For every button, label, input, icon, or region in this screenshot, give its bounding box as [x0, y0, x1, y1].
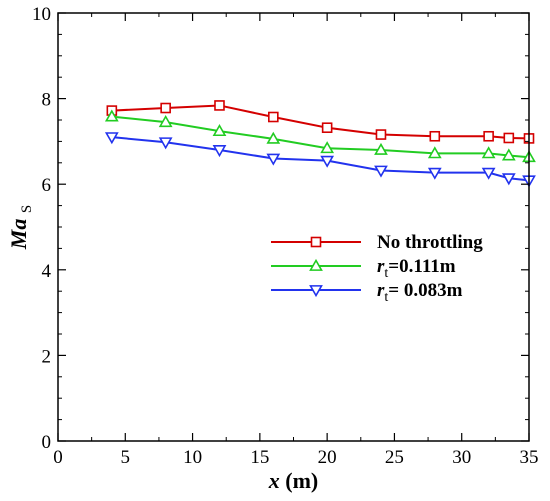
- data-point: [320, 155, 335, 168]
- legend-swatch-marker: [310, 236, 322, 248]
- data-point: [104, 109, 119, 122]
- series-line: [111, 115, 530, 159]
- data-point: [374, 142, 388, 155]
- x-tick-label: 15: [250, 447, 269, 468]
- legend-label-part: t: [384, 290, 388, 305]
- y-axis-base: Ma: [6, 219, 31, 251]
- legend-entry-2: rt=0.111m: [271, 256, 456, 281]
- x-tick-label: 25: [385, 447, 404, 468]
- x-axis-unit: (m): [285, 468, 318, 493]
- series-3: [104, 132, 536, 188]
- data-point: [268, 111, 279, 123]
- data-point: [501, 173, 516, 186]
- x-tick-label: 30: [452, 447, 471, 468]
- data-point: [214, 100, 225, 111]
- data-point: [483, 130, 494, 142]
- data-point: [427, 146, 442, 159]
- plot-frame: [57, 12, 530, 442]
- x-axis-title: x (m): [268, 468, 318, 493]
- legend-label-part: r: [377, 256, 385, 277]
- data-point: [375, 129, 387, 140]
- legend-swatch-marker: [309, 258, 323, 271]
- data-point: [481, 167, 496, 180]
- legend-label: rt= 0.083m: [377, 280, 463, 305]
- y-tick-label: 2: [42, 346, 52, 367]
- legend-label-part: = 0.083m: [388, 280, 462, 301]
- y-tick-label: 0: [42, 432, 52, 453]
- y-axis-title: Ma S: [6, 205, 35, 250]
- legend-swatch-marker: [309, 285, 323, 298]
- y-tick-label: 8: [42, 90, 52, 111]
- data-point: [158, 137, 173, 150]
- data-point: [427, 167, 442, 180]
- ticks-layer: 0 5 10 15 20 25 30 35 0 2 4 6 8 10: [32, 4, 539, 468]
- data-point: [104, 132, 119, 145]
- data-point: [266, 131, 281, 144]
- legend-label-part: =0.111m: [388, 256, 455, 277]
- y-axis-subscript: S: [19, 205, 35, 213]
- x-tick-label: 5: [121, 447, 131, 468]
- x-tick-label: 35: [520, 447, 539, 468]
- legend-label: rt=0.111m: [377, 256, 456, 281]
- legend-label-part: No throttling: [377, 232, 483, 253]
- x-axis-variable: x: [268, 468, 280, 493]
- data-point: [212, 124, 227, 137]
- x-tick-label: 20: [318, 447, 337, 468]
- series-2: [104, 109, 536, 163]
- legend-label-part: r: [377, 280, 385, 301]
- data-point: [481, 146, 496, 159]
- data-point: [266, 153, 281, 166]
- legend-entry-3: rt= 0.083m: [271, 280, 463, 305]
- data-point: [321, 122, 333, 134]
- y-tick-label: 6: [42, 175, 52, 196]
- legend-entry-1: No throttling: [271, 232, 483, 253]
- data-point: [212, 145, 227, 158]
- legend-label: No throttling: [377, 232, 483, 253]
- data-point: [160, 102, 171, 114]
- series-layer: [104, 100, 536, 188]
- data-point: [320, 141, 335, 154]
- data-point: [374, 165, 388, 178]
- x-tick-label: 10: [183, 447, 202, 468]
- legend-label-part: t: [384, 266, 388, 281]
- series-1: [106, 100, 535, 144]
- y-tick-label: 10: [32, 4, 51, 25]
- y-tick-label: 4: [42, 261, 52, 282]
- data-point: [503, 132, 515, 144]
- data-point: [158, 115, 173, 128]
- series-line: [111, 104, 530, 140]
- data-point: [429, 130, 441, 142]
- series-line: [111, 136, 530, 182]
- x-tick-label: 0: [53, 447, 63, 468]
- data-point: [501, 148, 516, 161]
